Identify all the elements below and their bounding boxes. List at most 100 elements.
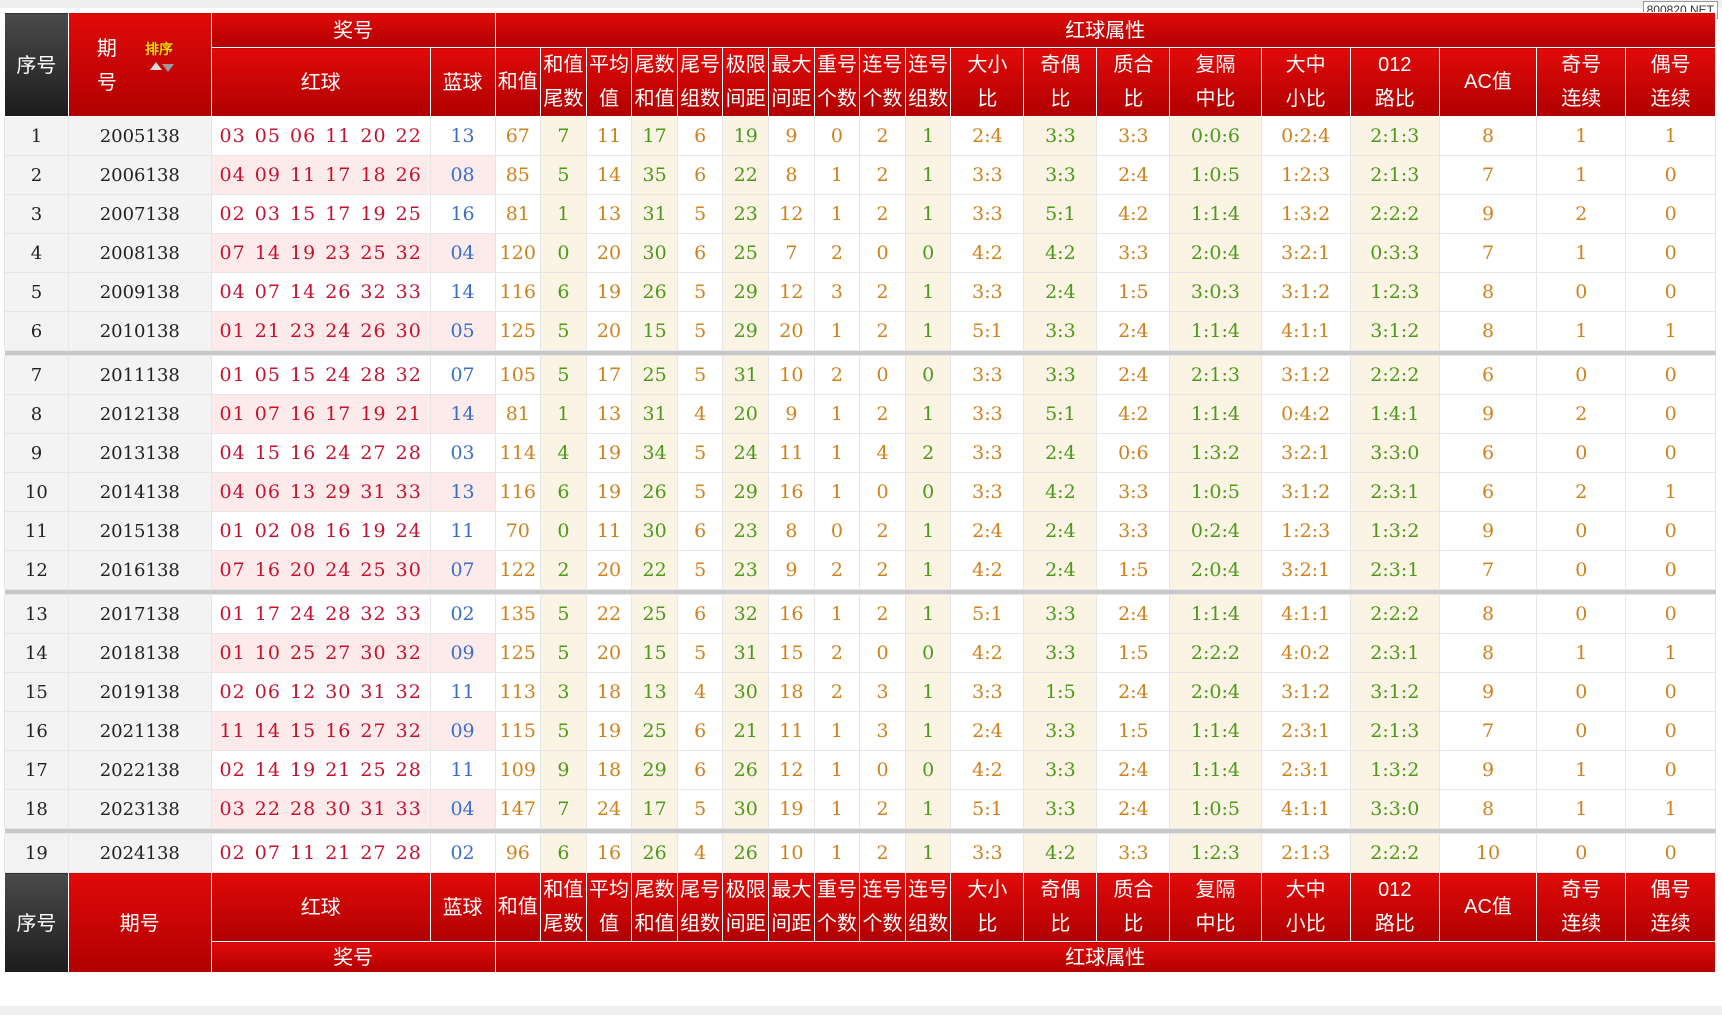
row-blue-ball: 13 bbox=[429, 472, 496, 512]
row-attr-value: 9 bbox=[540, 750, 587, 790]
row-period: 2005138 bbox=[67, 116, 212, 156]
row-attr-value: 2:1:3 bbox=[1349, 711, 1440, 751]
row-attr-value: 125 bbox=[494, 311, 542, 351]
row-seq: 7 bbox=[4, 355, 69, 395]
group-separator bbox=[4, 828, 1716, 834]
row-attr-value: 2:2:2 bbox=[1349, 594, 1440, 634]
row-red-balls: 04 07 14 26 32 33 bbox=[210, 272, 431, 312]
attr-col-label-line1: 极限 bbox=[725, 54, 766, 76]
row-attr-value: 29 bbox=[722, 272, 770, 312]
footer-attr-col-header-2: 平均值 bbox=[585, 872, 633, 942]
row-attr-value: 1 bbox=[540, 194, 587, 234]
row-attr-value: 2 bbox=[904, 433, 952, 473]
row-attr-value: 30 bbox=[631, 233, 678, 273]
row-attr-value: 114 bbox=[494, 433, 542, 473]
row-blue-ball: 05 bbox=[429, 311, 496, 351]
row-attr-value: 81 bbox=[494, 394, 542, 434]
attr-col-header-9: 连号 组数 bbox=[904, 47, 952, 117]
row-attr-value: 23 bbox=[722, 194, 770, 234]
lottery-history-table: 序号期号奖号 红球属性 红球 蓝球 和值 和值 尾数 平均值尾数 和值 尾号 组数 极限 间距 最大 间距重… bbox=[4, 12, 1716, 973]
row-attr-value: 3:3 bbox=[1023, 711, 1098, 751]
row-attr-value: 4:1:1 bbox=[1260, 594, 1351, 634]
table-row[interactable]: 16 2021138 11 14 15 16 27 32 09 115 5 19 25 6 21 1… bbox=[4, 711, 1716, 751]
attr-col-header-17: 奇号 连续 bbox=[1536, 47, 1627, 117]
table-row[interactable]: 17 2022138 02 14 19 21 25 28 11 109 9 18 29 6 26 1… bbox=[4, 750, 1716, 790]
row-red-balls: 07 14 19 23 25 32 bbox=[210, 233, 431, 273]
attr-col-header-13: 复隔 中比 bbox=[1169, 47, 1262, 117]
row-attr-value: 6 bbox=[676, 594, 724, 634]
row-attr-value: 1 bbox=[813, 750, 861, 790]
table-row[interactable]: 10 2014138 04 06 13 29 31 33 13 116 6 19 26 5 29 1… bbox=[4, 472, 1716, 512]
seq-header: 序号 bbox=[4, 12, 69, 117]
attr-col-header-3: 尾数 和值 bbox=[631, 47, 678, 117]
row-attr-value: 3:3 bbox=[1023, 311, 1098, 351]
sort-toggle-button[interactable]: 排序 bbox=[142, 36, 178, 80]
table-row[interactable]: 7 2011138 01 05 15 24 28 32 07 105 5 17 25 5 31 10… bbox=[4, 355, 1716, 395]
row-blue-ball: 03 bbox=[429, 433, 496, 473]
table-row[interactable]: 3 2007138 02 03 15 17 19 25 16 81 1 13 31 5 23 12 1… bbox=[4, 194, 1716, 234]
footer-attr-col-header-18: 偶号 连续 bbox=[1625, 872, 1716, 942]
row-attr-value: 3:3 bbox=[950, 194, 1025, 234]
attr-col-label-line1: 和值 bbox=[543, 879, 584, 901]
row-attr-value: 0 bbox=[1625, 355, 1716, 395]
table-row[interactable]: 11 2015138 01 02 08 16 19 24 11 70 0 11 30 6 23 8 0… bbox=[4, 511, 1716, 551]
table-row[interactable]: 18 2023138 03 22 28 30 31 33 04 147 7 24 17 5 30 1… bbox=[4, 789, 1716, 829]
row-attr-value: 1 bbox=[813, 594, 861, 634]
table-row[interactable]: 14 2018138 01 10 25 27 30 32 09 125 5 20 15 5 31 1… bbox=[4, 633, 1716, 673]
row-blue-ball: 02 bbox=[429, 594, 496, 634]
row-attr-value: 0:2:4 bbox=[1169, 511, 1262, 551]
row-attr-value: 116 bbox=[494, 472, 542, 512]
attr-col-label-line1: 大中 bbox=[1285, 54, 1326, 76]
table-row[interactable]: 8 2012138 01 07 16 17 19 21 14 81 1 13 31 4 20 9 1 2… bbox=[4, 394, 1716, 434]
row-attr-value: 4:2 bbox=[950, 233, 1025, 273]
row-attr-value: 11 bbox=[768, 433, 815, 473]
table-row[interactable]: 13 2017138 01 17 24 28 32 33 02 135 5 22 25 6 32 1… bbox=[4, 594, 1716, 634]
row-attr-value: 105 bbox=[494, 355, 542, 395]
table-row[interactable]: 6 2010138 01 21 23 24 26 30 05 125 5 20 15 5 29 20… bbox=[4, 311, 1716, 351]
row-attr-value: 3:2:1 bbox=[1260, 233, 1351, 273]
row-attr-value: 0 bbox=[1625, 433, 1716, 473]
row-attr-value: 32 bbox=[722, 594, 770, 634]
row-seq: 8 bbox=[4, 394, 69, 434]
attr-col-label: 和值 bbox=[497, 896, 538, 918]
row-attr-value: 4:1:1 bbox=[1260, 311, 1351, 351]
row-attr-value: 29 bbox=[722, 472, 770, 512]
table-row[interactable]: 5 2009138 04 07 14 26 32 33 14 116 6 19 26 5 29 12… bbox=[4, 272, 1716, 312]
attr-col-header-18: 偶号 连续 bbox=[1625, 47, 1716, 117]
row-attr-value: 9 bbox=[1438, 750, 1538, 790]
row-blue-ball: 11 bbox=[429, 511, 496, 551]
table-row[interactable]: 9 2013138 04 15 16 24 27 28 03 114 4 19 34 5 24 11… bbox=[4, 433, 1716, 473]
row-blue-ball: 07 bbox=[429, 355, 496, 395]
attr-col-label-line2: 比 bbox=[1050, 913, 1071, 935]
table-row[interactable]: 19 2024138 02 07 11 21 27 28 02 96 6 16 26 4 26 10… bbox=[4, 833, 1716, 873]
table-row[interactable]: 12 2016138 07 16 20 24 25 30 07 122 2 20 22 5 23 9… bbox=[4, 550, 1716, 590]
group-separator bbox=[4, 350, 1716, 356]
table-row[interactable]: 1 2005138 03 05 06 11 20 22 13 67 7 11 17 6 19 9 0 2… bbox=[4, 116, 1716, 156]
table-row[interactable]: 2 2006138 04 09 11 17 18 26 08 85 5 14 35 6 22 8 1 2… bbox=[4, 155, 1716, 195]
row-attr-value: 116 bbox=[494, 272, 542, 312]
row-attr-value: 1:2:3 bbox=[1349, 272, 1440, 312]
row-red-balls: 02 03 15 17 19 25 bbox=[210, 194, 431, 234]
sort-down-arrow-icon bbox=[162, 64, 174, 72]
period-header[interactable]: 期号 bbox=[67, 12, 212, 117]
row-attr-value: 13 bbox=[585, 394, 633, 434]
footer-attr-col-header-3: 尾数 和值 bbox=[631, 872, 678, 942]
attr-col-label-line2: 连续 bbox=[1561, 88, 1602, 110]
row-attr-value: 1:3:2 bbox=[1169, 433, 1262, 473]
row-attr-value: 0 bbox=[1625, 672, 1716, 712]
row-seq: 19 bbox=[4, 833, 69, 873]
row-attr-value: 3:3 bbox=[950, 394, 1025, 434]
attr-col-header-0: 和值 bbox=[494, 47, 542, 117]
attr-col-header-6: 最大 间距 bbox=[768, 47, 815, 117]
footer-red-attr-header: 红球属性 bbox=[494, 941, 1716, 973]
row-attr-value: 17 bbox=[631, 789, 678, 829]
row-seq: 2 bbox=[4, 155, 69, 195]
row-attr-value: 1 bbox=[1536, 311, 1627, 351]
footer-period-header: 期号 bbox=[67, 872, 212, 973]
row-attr-value: 7 bbox=[540, 789, 587, 829]
period-header-line2: 号 bbox=[96, 69, 117, 94]
table-row[interactable]: 15 2019138 02 06 12 30 31 32 11 113 3 18 13 4 30 1… bbox=[4, 672, 1716, 712]
row-attr-value: 1:0:5 bbox=[1169, 472, 1262, 512]
row-attr-value: 5 bbox=[540, 155, 587, 195]
table-row[interactable]: 4 2008138 07 14 19 23 25 32 04 120 0 20 30 6 25 7 2… bbox=[4, 233, 1716, 273]
